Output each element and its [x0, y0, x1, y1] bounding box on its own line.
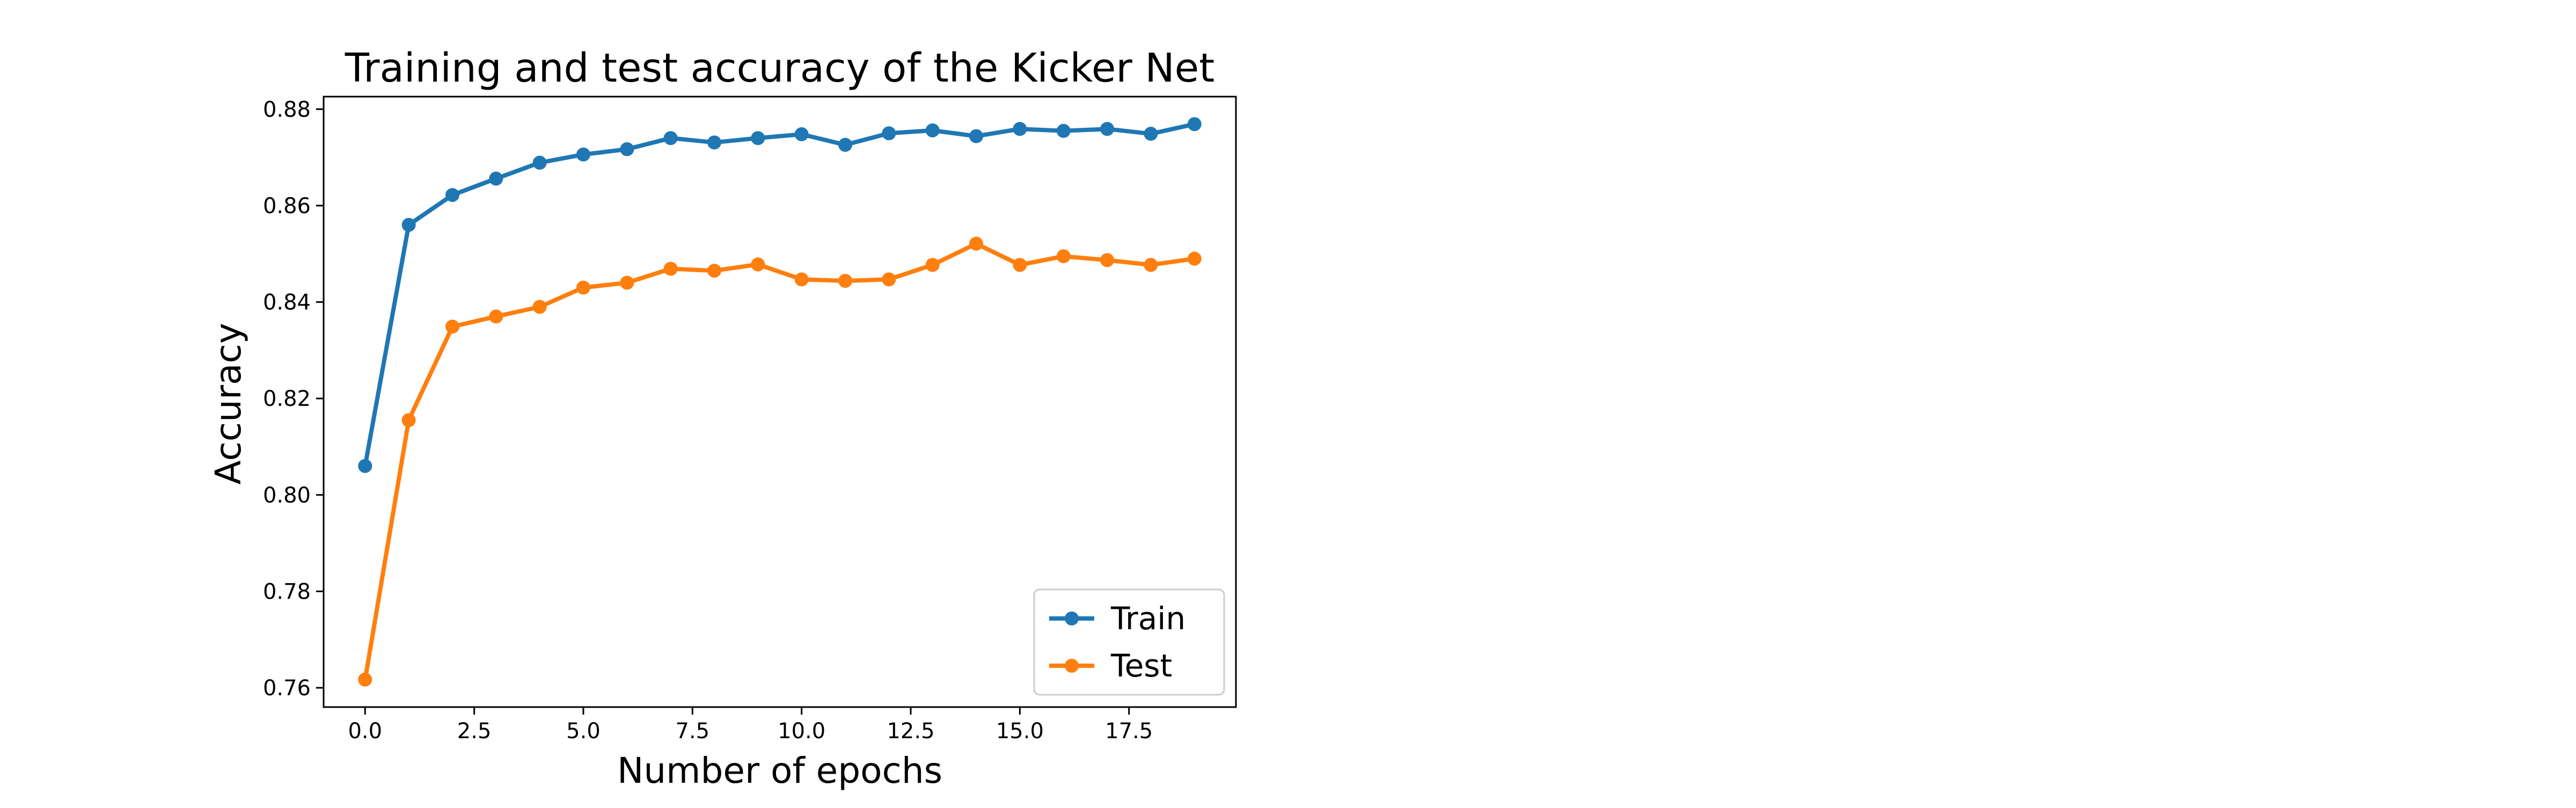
- x-tick-label: 10.0: [778, 719, 825, 744]
- data-point-train: [1144, 127, 1158, 141]
- y-tick-label: 0.86: [263, 194, 311, 219]
- series-test: [358, 236, 1202, 687]
- legend-swatch-marker: [1065, 612, 1079, 625]
- legend-label: Train: [1110, 600, 1185, 637]
- data-point-test: [1100, 253, 1115, 267]
- data-point-test: [663, 261, 678, 276]
- data-point-test: [401, 413, 416, 427]
- data-point-train: [925, 123, 940, 137]
- data-point-test: [358, 672, 372, 687]
- chart-title: Training and test accuracy of the Kicker…: [345, 45, 1214, 91]
- data-point-train: [882, 126, 896, 141]
- data-point-test: [489, 309, 503, 324]
- data-point-train: [532, 156, 547, 170]
- y-axis-label: Accuracy: [208, 323, 249, 484]
- data-point-test: [925, 258, 940, 272]
- data-point-train: [576, 147, 590, 162]
- plot-area-frame: [323, 96, 1237, 708]
- series-train: [358, 117, 1202, 473]
- data-point-train: [1056, 123, 1071, 138]
- x-tick-label: 2.5: [457, 719, 492, 744]
- data-point-train: [1187, 117, 1202, 132]
- data-point-test: [969, 236, 984, 251]
- data-point-train: [1100, 122, 1115, 136]
- series-layer: [358, 117, 1202, 687]
- data-point-train: [969, 129, 984, 143]
- data-point-test: [576, 280, 590, 295]
- legend-item-train: Train: [1049, 600, 1185, 637]
- x-axis-ticks: 0.0 2.5 5.0 7.5 10.0 12.5 15.0 17.5: [348, 707, 1153, 744]
- x-tick-label: 12.5: [887, 719, 934, 744]
- data-point-train: [1013, 122, 1027, 136]
- data-point-test: [1013, 258, 1027, 272]
- data-point-train: [489, 171, 503, 186]
- data-point-train: [401, 217, 416, 232]
- y-tick-label: 0.88: [263, 97, 311, 122]
- x-tick-label: 5.0: [566, 719, 601, 744]
- data-point-train: [794, 127, 809, 142]
- data-point-test: [794, 272, 809, 287]
- y-tick-label: 0.76: [263, 676, 311, 701]
- series-line-train: [363, 122, 1197, 468]
- data-point-test: [838, 274, 853, 288]
- y-tick-label: 0.82: [263, 387, 311, 411]
- legend-swatch-marker: [1065, 659, 1079, 673]
- data-point-test: [1187, 251, 1202, 266]
- legend: Train Test: [1033, 588, 1225, 696]
- legend-item-test: Test: [1049, 647, 1172, 684]
- x-tick-label: 0.0: [348, 719, 382, 744]
- data-point-train: [707, 135, 721, 150]
- x-tick-label: 17.5: [1105, 719, 1153, 744]
- legend-label: Test: [1110, 647, 1172, 684]
- data-point-test: [1056, 249, 1071, 264]
- data-point-train: [751, 131, 765, 145]
- legend-frame: [1033, 588, 1225, 696]
- data-point-test: [532, 300, 547, 314]
- data-point-test: [1144, 258, 1158, 272]
- data-point-train: [663, 131, 678, 145]
- data-point-test: [445, 319, 459, 334]
- x-tick-label: 15.0: [996, 719, 1044, 744]
- y-tick-label: 0.84: [263, 290, 311, 315]
- data-point-train: [620, 142, 634, 156]
- y-tick-label: 0.78: [263, 579, 311, 604]
- data-point-test: [707, 264, 721, 278]
- data-point-train: [838, 137, 853, 152]
- data-point-test: [882, 272, 896, 287]
- y-axis-ticks: 0.76 0.78 0.80 0.82 0.84 0.86 0.88: [263, 97, 324, 701]
- x-axis-label: Number of epochs: [617, 750, 942, 791]
- data-point-test: [751, 257, 765, 272]
- data-point-train: [445, 188, 459, 202]
- y-tick-label: 0.80: [263, 483, 311, 508]
- data-point-train: [358, 458, 372, 473]
- data-point-test: [620, 275, 634, 290]
- x-tick-label: 7.5: [676, 719, 710, 744]
- series-line-test: [363, 241, 1197, 682]
